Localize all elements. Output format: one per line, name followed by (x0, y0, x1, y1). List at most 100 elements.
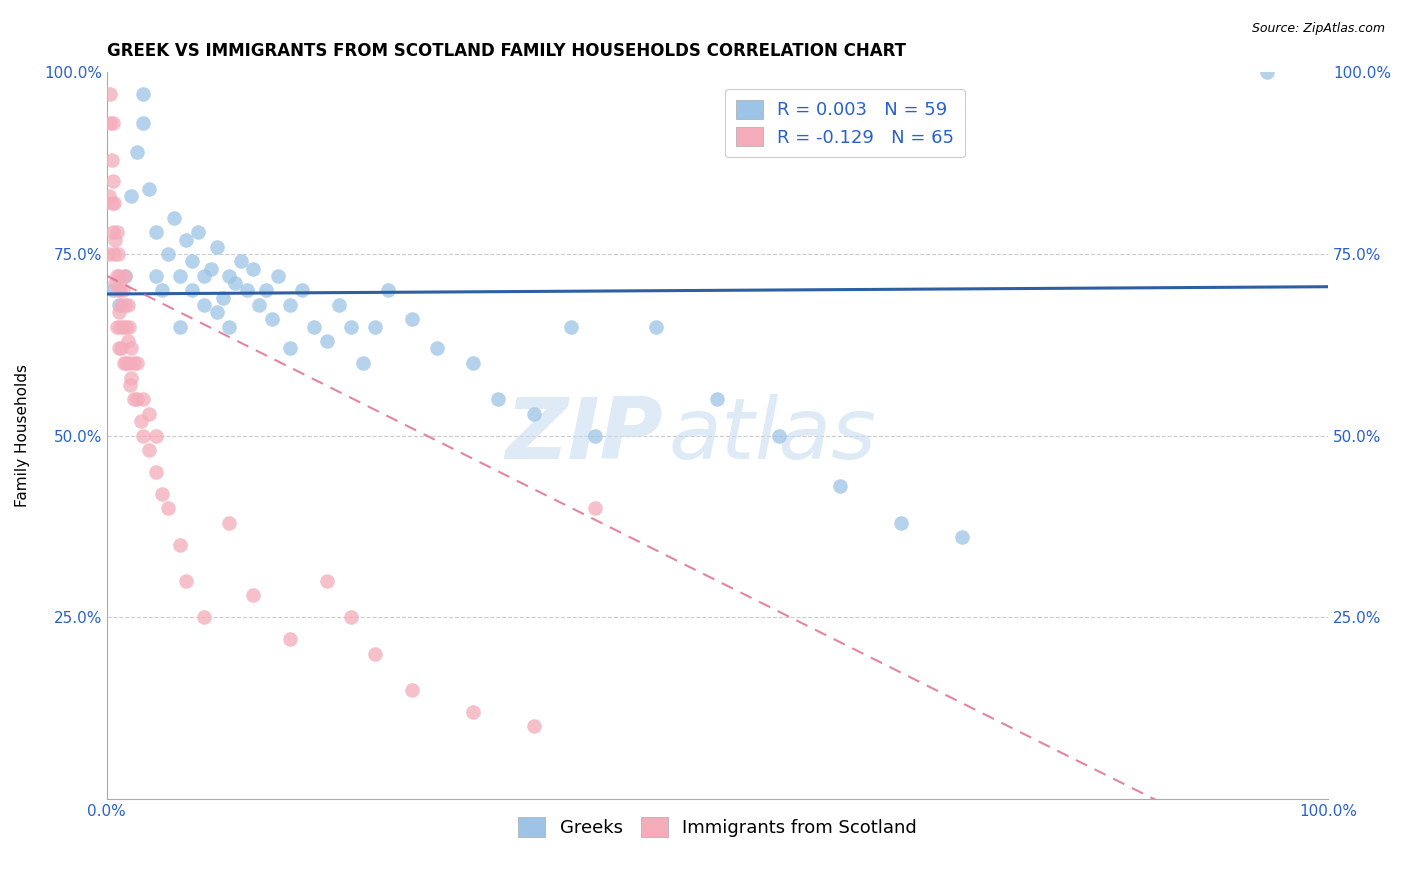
Point (120, 189, 142, 203)
Point (101, 116, 124, 130)
Point (118, 356, 141, 370)
Point (169, 268, 191, 283)
Point (401, 682, 423, 697)
Point (145, 225, 167, 239)
Point (768, 428, 790, 442)
Point (174, 574, 197, 588)
Point (105, 268, 128, 283)
Point (200, 261, 222, 276)
Point (163, 211, 186, 225)
Point (169, 538, 191, 552)
Point (181, 284, 204, 298)
Point (205, 305, 228, 319)
Point (108, 342, 131, 356)
Point (278, 298, 301, 312)
Point (169, 319, 191, 334)
Point (340, 319, 363, 334)
Point (104, 276, 127, 290)
Point (108, 305, 131, 319)
Point (127, 356, 149, 370)
Point (828, 479, 851, 493)
Point (108, 268, 131, 283)
Point (110, 298, 132, 312)
Point (114, 268, 136, 283)
Point (101, 174, 124, 188)
Point (118, 377, 141, 392)
Point (328, 298, 350, 312)
Point (352, 356, 374, 370)
Point (364, 647, 387, 661)
Point (138, 407, 160, 421)
Point (425, 342, 447, 356)
Point (315, 574, 337, 588)
Point (100, 196, 122, 211)
Point (104, 232, 127, 246)
Point (218, 319, 240, 334)
Point (267, 268, 290, 283)
Text: atlas: atlas (669, 394, 876, 477)
Point (218, 516, 240, 530)
Point (105, 225, 128, 239)
Point (100, 153, 122, 167)
Point (236, 284, 259, 298)
Point (132, 116, 155, 130)
Point (117, 334, 139, 349)
Point (254, 284, 277, 298)
Point (242, 261, 264, 276)
Point (260, 312, 283, 326)
Point (122, 392, 145, 407)
Point (1256, 65, 1278, 79)
Point (377, 284, 399, 298)
Point (145, 268, 167, 283)
Point (110, 342, 132, 356)
Point (193, 610, 215, 624)
Point (127, 145, 149, 160)
Point (108, 298, 131, 312)
Point (108, 284, 131, 298)
Point (115, 319, 138, 334)
Point (463, 705, 485, 719)
Point (112, 356, 135, 370)
Point (100, 116, 122, 130)
Point (583, 428, 606, 442)
Point (98, 247, 121, 261)
Point (401, 312, 423, 326)
Point (193, 268, 215, 283)
Point (138, 181, 160, 195)
Point (205, 240, 228, 254)
Point (560, 319, 582, 334)
Point (523, 407, 546, 421)
Text: GREEK VS IMMIGRANTS FROM SCOTLAND FAMILY HOUSEHOLDS CORRELATION CHART: GREEK VS IMMIGRANTS FROM SCOTLAND FAMILY… (107, 42, 905, 60)
Point (150, 487, 173, 501)
Point (645, 319, 668, 334)
Point (364, 319, 387, 334)
Point (129, 414, 152, 428)
Point (193, 298, 215, 312)
Point (218, 268, 240, 283)
Y-axis label: Family Households: Family Households (15, 364, 30, 508)
Point (132, 428, 155, 442)
Point (101, 284, 124, 298)
Point (118, 319, 141, 334)
Point (101, 225, 124, 239)
Point (108, 319, 131, 334)
Legend: Greeks, Immigrants from Scotland: Greeks, Immigrants from Scotland (510, 810, 924, 845)
Point (115, 356, 138, 370)
Point (174, 232, 197, 246)
Point (523, 719, 546, 733)
Point (706, 392, 728, 407)
Point (145, 428, 167, 442)
Point (122, 356, 145, 370)
Point (156, 501, 179, 516)
Text: Source: ZipAtlas.com: Source: ZipAtlas.com (1251, 22, 1385, 36)
Point (229, 254, 252, 268)
Point (107, 284, 129, 298)
Point (583, 501, 606, 516)
Point (127, 392, 149, 407)
Point (211, 291, 233, 305)
Point (111, 319, 134, 334)
Point (304, 319, 326, 334)
Point (278, 632, 301, 646)
Point (103, 196, 125, 211)
Point (105, 319, 128, 334)
